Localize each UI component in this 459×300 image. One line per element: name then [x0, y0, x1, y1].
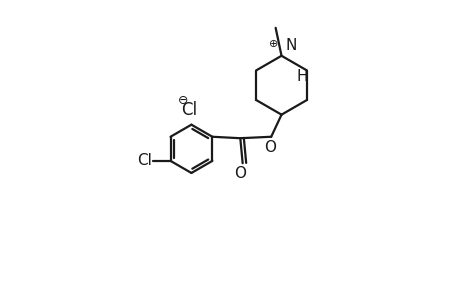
Text: ⊖: ⊖ — [178, 94, 188, 107]
Text: ⊕: ⊕ — [269, 39, 278, 49]
Text: O: O — [263, 140, 275, 155]
Text: Cl: Cl — [137, 153, 151, 168]
Text: O: O — [233, 166, 245, 181]
Text: H: H — [296, 69, 307, 84]
Text: Cl: Cl — [180, 101, 196, 119]
Text: N: N — [285, 38, 297, 53]
